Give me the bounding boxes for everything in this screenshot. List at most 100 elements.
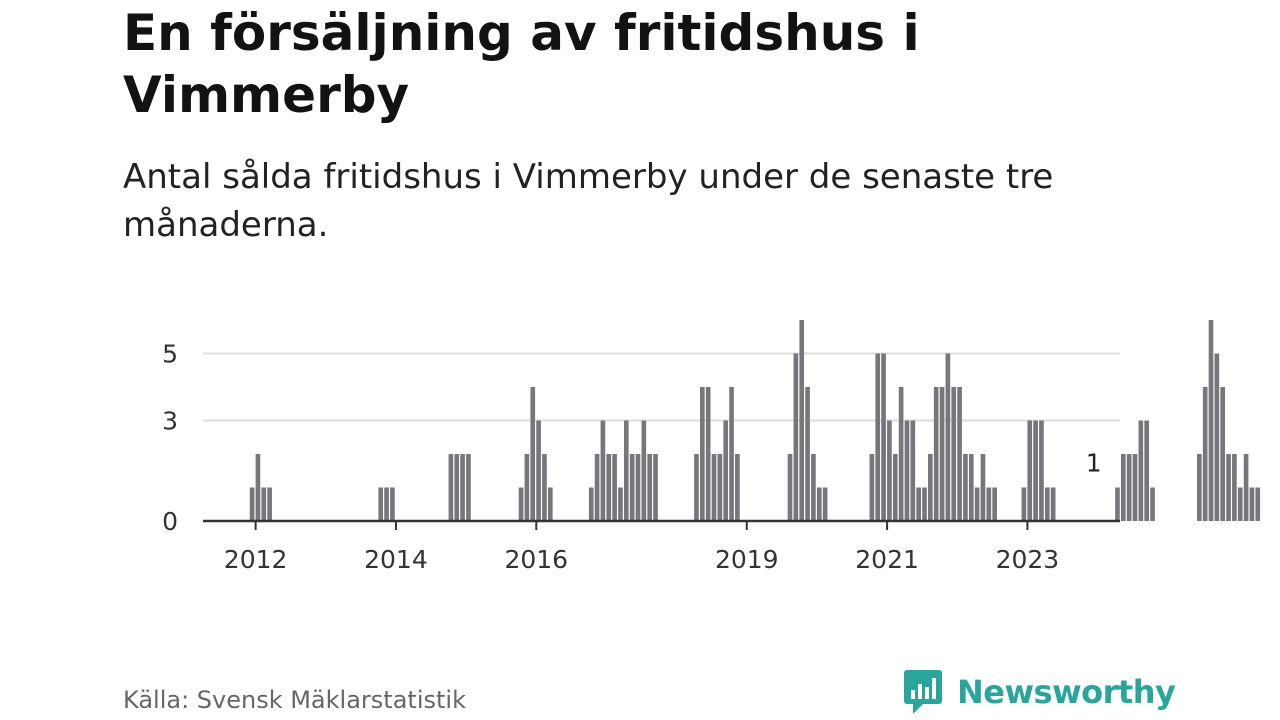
bar bbox=[600, 420, 606, 521]
bar bbox=[1132, 454, 1138, 521]
x-tick-label: 2019 bbox=[715, 545, 779, 574]
bar bbox=[641, 420, 647, 521]
bar bbox=[928, 454, 933, 521]
bar bbox=[793, 353, 799, 521]
bar bbox=[542, 454, 547, 521]
bar bbox=[904, 420, 910, 521]
bar bbox=[887, 420, 892, 521]
bar bbox=[261, 487, 267, 521]
bar bbox=[1196, 454, 1202, 521]
bar bbox=[588, 487, 594, 521]
bar bbox=[711, 454, 717, 521]
bar bbox=[881, 353, 886, 521]
bar bbox=[255, 454, 261, 521]
bar bbox=[875, 353, 881, 521]
y-axis-ticks: 0 3 5 bbox=[162, 340, 178, 537]
bar bbox=[980, 454, 986, 521]
grid-lines bbox=[203, 352, 1120, 422]
bar bbox=[454, 454, 460, 521]
bar bbox=[1027, 420, 1033, 521]
x-tick-label: 2021 bbox=[855, 545, 919, 574]
bar bbox=[1237, 487, 1243, 521]
bar bbox=[974, 487, 980, 521]
bar bbox=[1214, 353, 1220, 521]
bar bbox=[717, 454, 723, 521]
bar bbox=[547, 487, 553, 521]
bar bbox=[267, 487, 272, 521]
newsworthy-logo-icon bbox=[904, 670, 942, 714]
bar bbox=[933, 387, 939, 521]
bar bbox=[1220, 387, 1226, 521]
bars bbox=[249, 320, 1261, 521]
x-tick-label: 2012 bbox=[224, 545, 288, 574]
bar bbox=[647, 454, 653, 521]
bar bbox=[606, 454, 612, 521]
source-note: Källa: Svensk Mäklarstatistik bbox=[123, 686, 466, 714]
bar bbox=[822, 487, 828, 521]
y-tick-label: 3 bbox=[162, 407, 178, 436]
chart-title: En försäljning av fritidshus i Vimmerby bbox=[123, 4, 920, 124]
bar bbox=[799, 320, 805, 521]
bar bbox=[1243, 454, 1249, 521]
bar bbox=[1050, 487, 1056, 521]
bar bbox=[1115, 487, 1120, 521]
bar bbox=[594, 454, 600, 521]
bar bbox=[1202, 387, 1208, 521]
bar bbox=[448, 454, 454, 521]
bar bbox=[811, 454, 816, 521]
bar bbox=[1138, 420, 1144, 521]
bar bbox=[916, 487, 921, 521]
bar bbox=[466, 454, 471, 521]
bar bbox=[1021, 487, 1027, 521]
bar bbox=[892, 454, 898, 521]
bar bbox=[384, 487, 389, 521]
x-axis-ticks: 2012 2014 2016 2019 2021 2023 bbox=[224, 521, 1059, 574]
bar bbox=[1232, 454, 1237, 521]
bar bbox=[699, 387, 705, 521]
bar bbox=[249, 487, 255, 521]
bar bbox=[787, 454, 793, 521]
bar bbox=[378, 487, 384, 521]
bar bbox=[992, 487, 997, 521]
bar bbox=[1226, 454, 1231, 521]
bar bbox=[910, 420, 916, 521]
bar bbox=[805, 387, 810, 521]
bar bbox=[536, 420, 541, 521]
bar bbox=[968, 454, 974, 521]
newsworthy-brand: Newsworthy bbox=[903, 668, 1176, 716]
bar bbox=[735, 454, 740, 521]
bar bbox=[945, 353, 951, 521]
bar bbox=[635, 454, 641, 521]
bar bbox=[957, 387, 962, 521]
bar bbox=[723, 420, 729, 521]
bar bbox=[963, 454, 968, 521]
bar bbox=[460, 454, 465, 521]
bar bbox=[1126, 454, 1132, 521]
bar bbox=[694, 454, 699, 521]
bar bbox=[1150, 487, 1155, 521]
bar bbox=[530, 387, 536, 521]
bar-chart: 2012 2014 2016 2019 2021 2023 0 3 5 1 bbox=[162, 320, 1261, 574]
bar bbox=[524, 454, 530, 521]
bar bbox=[623, 420, 629, 521]
bar bbox=[869, 454, 875, 521]
bar bbox=[1044, 487, 1050, 521]
bar bbox=[653, 454, 658, 521]
x-tick-label: 2016 bbox=[504, 545, 568, 574]
bar bbox=[922, 487, 927, 521]
bar bbox=[1249, 487, 1255, 521]
x-tick-label: 2023 bbox=[996, 545, 1060, 574]
bar bbox=[612, 454, 617, 521]
bar bbox=[390, 487, 395, 521]
bar bbox=[939, 387, 945, 521]
bar bbox=[1208, 320, 1214, 521]
y-tick-label: 0 bbox=[162, 507, 178, 536]
bar bbox=[898, 387, 904, 521]
bar bbox=[1144, 420, 1150, 521]
bar bbox=[729, 387, 734, 521]
brand-name: Newsworthy bbox=[957, 673, 1176, 711]
bar bbox=[951, 387, 957, 521]
bar bbox=[618, 487, 623, 521]
bar bbox=[1120, 454, 1126, 521]
highlight-value-label: 1 bbox=[1086, 449, 1102, 478]
